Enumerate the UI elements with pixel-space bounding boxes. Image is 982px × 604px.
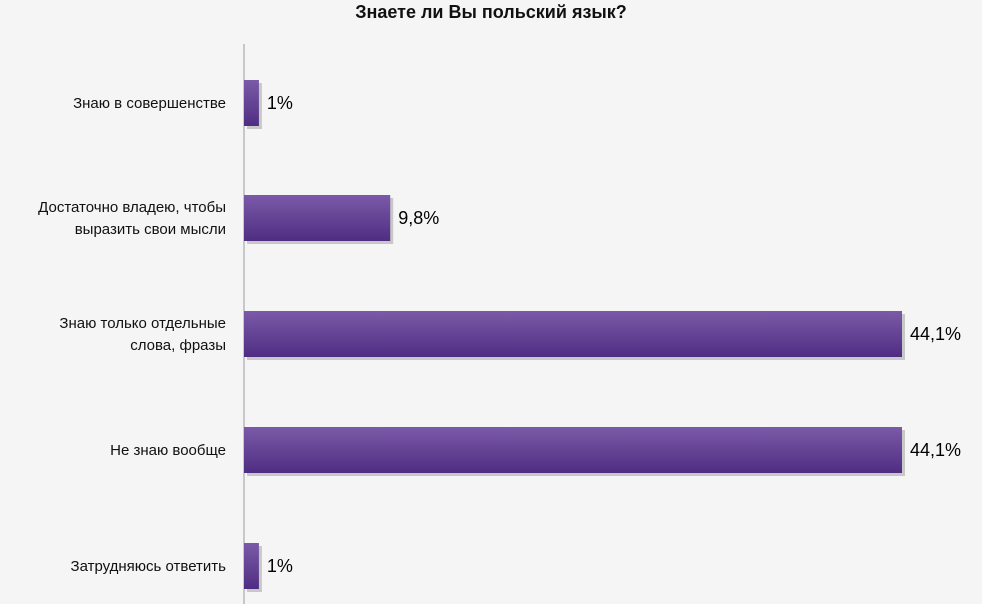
category-label: Знаю в совершенстве — [73, 95, 226, 112]
value-label: 1% — [267, 93, 293, 113]
category-label-line: выразить свои мысли — [75, 221, 226, 238]
category-label: Не знаю вообще — [110, 442, 226, 459]
category-label: Знаю только отдельные слова, фразы — [59, 315, 226, 354]
value-label: 44,1% — [910, 324, 961, 344]
bar — [244, 195, 391, 241]
value-label: 1% — [267, 556, 293, 576]
category-label-line: Знаю только отдельные — [59, 315, 226, 332]
category-label: Достаточно владею, чтобы выразить свои мы… — [38, 199, 226, 238]
value-label: 9,8% — [398, 208, 439, 228]
category-label-line: Знаю в совершенстве — [73, 95, 226, 112]
category-label-line: Затрудняюсь ответить — [71, 558, 227, 575]
bar — [244, 80, 259, 126]
category-label-line: слова, фразы — [130, 337, 226, 354]
category-label-line: Не знаю вообще — [110, 442, 226, 459]
category-label: Затрудняюсь ответить — [71, 558, 227, 575]
chart-title: Знаете ли Вы польский язык? — [355, 2, 627, 22]
bar — [244, 311, 902, 357]
value-label: 44,1% — [910, 440, 961, 460]
category-label-line: Достаточно владею, чтобы — [38, 199, 226, 216]
bar — [244, 543, 259, 589]
bar — [244, 427, 902, 473]
